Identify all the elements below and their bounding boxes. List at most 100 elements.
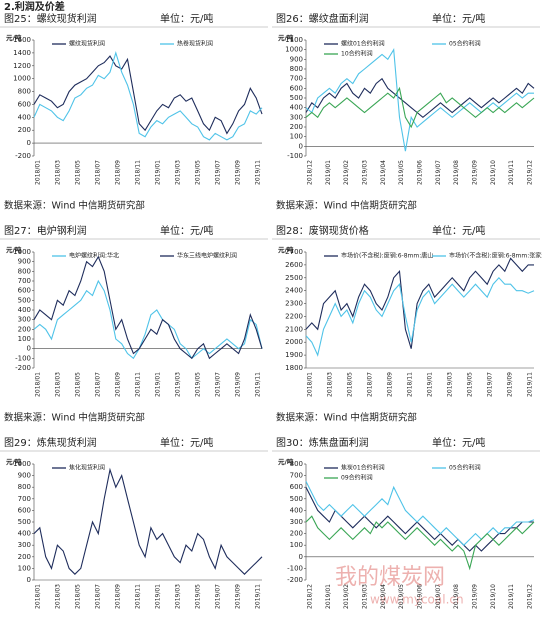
y-tick-label: 700 bbox=[18, 277, 31, 285]
x-tick-label: 2019/09 bbox=[472, 584, 479, 609]
y-axis-label: 元/吨 bbox=[6, 33, 22, 42]
y-tick-label: 0 bbox=[299, 553, 303, 561]
y-tick-label: 400 bbox=[290, 506, 303, 514]
x-tick-label: 2018/11 bbox=[135, 372, 142, 397]
x-tick-label: 2019/10 bbox=[490, 584, 497, 609]
y-tick-label: 900 bbox=[18, 472, 31, 480]
x-tick-label: 2018/03 bbox=[55, 160, 62, 185]
y-tick-label: 200 bbox=[290, 530, 303, 538]
chart-title: 图25：螺纹现货利润 bbox=[4, 12, 97, 25]
x-tick-label: 2019/05 bbox=[195, 160, 202, 185]
y-tick-label: 0 bbox=[27, 139, 31, 147]
legend-label: 10合约利润 bbox=[341, 50, 373, 58]
legend-label: 05合约利润 bbox=[449, 464, 481, 472]
chart-unit: 单位：元/吨 bbox=[160, 12, 213, 25]
y-tick-label: 300 bbox=[290, 113, 303, 121]
x-tick-label: 2018/01 bbox=[307, 372, 314, 397]
x-tick-label: 2019/01 bbox=[325, 160, 332, 185]
y-tick-label: 400 bbox=[18, 113, 31, 121]
y-tick-label: 800 bbox=[290, 460, 303, 468]
chart-source: 数据来源：Wind 中信期货研究部 bbox=[276, 412, 417, 424]
series-line bbox=[33, 51, 263, 141]
series-line bbox=[33, 255, 263, 360]
y-tick-label: 200 bbox=[18, 553, 31, 561]
chart-panel: 图29：炼焦现货利润 单位：元/吨元/吨 0 100 200 300 400 500 600 70… bbox=[0, 436, 268, 609]
y-tick-label: 900 bbox=[290, 55, 303, 63]
x-tick-label: 2019/05 bbox=[398, 160, 405, 185]
y-tick-label: 600 bbox=[290, 483, 303, 491]
y-tick-label: 1800 bbox=[285, 364, 303, 372]
y-tick-label: 600 bbox=[290, 84, 303, 92]
y-tick-label: 500 bbox=[290, 94, 303, 102]
x-tick-label: 2018/11 bbox=[135, 584, 142, 609]
y-axis-label: 元/吨 bbox=[278, 457, 294, 466]
x-tick-label: 2019/07 bbox=[435, 160, 442, 185]
y-axis-label: 元/吨 bbox=[278, 33, 294, 42]
y-tick-label: -100 bbox=[15, 354, 31, 362]
x-tick-label: 2018/09 bbox=[387, 372, 394, 397]
y-tick-label: 100 bbox=[18, 564, 31, 572]
y-tick-label: 0 bbox=[27, 576, 31, 584]
legend-label: 螺纹01合约利润 bbox=[341, 40, 385, 48]
x-tick-label: 2019/05 bbox=[398, 584, 405, 609]
x-tick-label: 2019/03 bbox=[447, 372, 454, 397]
x-tick-label: 2018/12 bbox=[307, 160, 314, 185]
series-line bbox=[305, 515, 535, 571]
x-tick-label: 2018/05 bbox=[347, 372, 354, 397]
legend-label: 市场价(不含税):废钢:6-8mm:张家港 bbox=[449, 252, 542, 260]
y-tick-label: 2100 bbox=[285, 325, 303, 333]
x-tick-label: 2019/01 bbox=[325, 584, 332, 609]
chart-panel: 图30：炼焦盘面利润 单位：元/吨元/吨 -200 -100 0 100 200 300 400… bbox=[272, 436, 540, 609]
y-tick-label: 600 bbox=[18, 506, 31, 514]
y-tick-label: 1100 bbox=[285, 36, 303, 44]
x-tick-label: 2018/11 bbox=[135, 160, 142, 185]
x-tick-label: 2019/01 bbox=[155, 372, 162, 397]
x-tick-label: 2019/07 bbox=[435, 584, 442, 609]
x-tick-label: 2019/07 bbox=[215, 160, 222, 185]
y-tick-label: 300 bbox=[290, 518, 303, 526]
x-tick-label: 2019/12 bbox=[527, 584, 534, 609]
legend-label: 热卷现货利润 bbox=[177, 40, 213, 48]
x-tick-label: 2019/09 bbox=[235, 372, 242, 397]
x-tick-label: 2019/12 bbox=[527, 160, 534, 185]
y-tick-label: 800 bbox=[18, 88, 31, 96]
x-tick-label: 2019/11 bbox=[255, 372, 262, 397]
x-tick-label: 2018/01 bbox=[35, 160, 42, 185]
y-tick-label: 1000 bbox=[13, 460, 31, 468]
x-tick-label: 2018/07 bbox=[95, 372, 102, 397]
chart-panel: 图25：螺纹现货利润 单位：元/吨元/吨 -200 0 200 400 600 800 1000… bbox=[0, 12, 268, 212]
watermark-name: 我的煤炭网 bbox=[335, 565, 445, 590]
y-tick-label: 2600 bbox=[285, 261, 303, 269]
y-tick-label: 400 bbox=[18, 306, 31, 314]
chart-source: 数据来源：Wind 中信期货研究部 bbox=[4, 412, 145, 424]
chart-source: 数据来源：Wind 中信期货研究部 bbox=[276, 200, 417, 212]
x-tick-label: 2019/08 bbox=[453, 160, 460, 185]
y-tick-label: -100 bbox=[287, 564, 303, 572]
x-tick-label: 2018/07 bbox=[95, 584, 102, 609]
y-tick-label: 100 bbox=[18, 335, 31, 343]
legend-label: 华东三线电炉螺纹利润 bbox=[177, 252, 237, 260]
x-tick-label: 2018/03 bbox=[55, 584, 62, 609]
series-line bbox=[305, 486, 534, 552]
y-tick-label: 400 bbox=[18, 530, 31, 538]
legend-label: 市场价(不含税):废钢:6-8mm:唐山 bbox=[341, 252, 433, 260]
x-tick-label: 2019/02 bbox=[343, 584, 350, 609]
series-line bbox=[305, 481, 535, 546]
y-tick-label: -200 bbox=[15, 152, 31, 160]
series-line bbox=[305, 77, 535, 119]
chart-title: 图28：废钢现货价格 bbox=[276, 224, 369, 237]
y-tick-label: 1000 bbox=[13, 75, 31, 83]
x-tick-label: 2019/01 bbox=[155, 584, 162, 609]
x-tick-label: 2019/06 bbox=[417, 160, 424, 185]
legend-label: 09合约利润 bbox=[341, 474, 373, 482]
y-tick-label: 200 bbox=[290, 123, 303, 131]
chart-title: 图27：电炉钢利润 bbox=[4, 224, 87, 237]
legend-label: 05合约利润 bbox=[449, 40, 481, 48]
x-tick-label: 2019/11 bbox=[255, 584, 262, 609]
y-axis-label: 元/吨 bbox=[6, 245, 22, 254]
y-tick-label: 2700 bbox=[285, 248, 303, 256]
y-tick-label: 700 bbox=[18, 495, 31, 503]
y-tick-label: 1400 bbox=[13, 49, 31, 57]
y-tick-label: 2300 bbox=[285, 300, 303, 308]
